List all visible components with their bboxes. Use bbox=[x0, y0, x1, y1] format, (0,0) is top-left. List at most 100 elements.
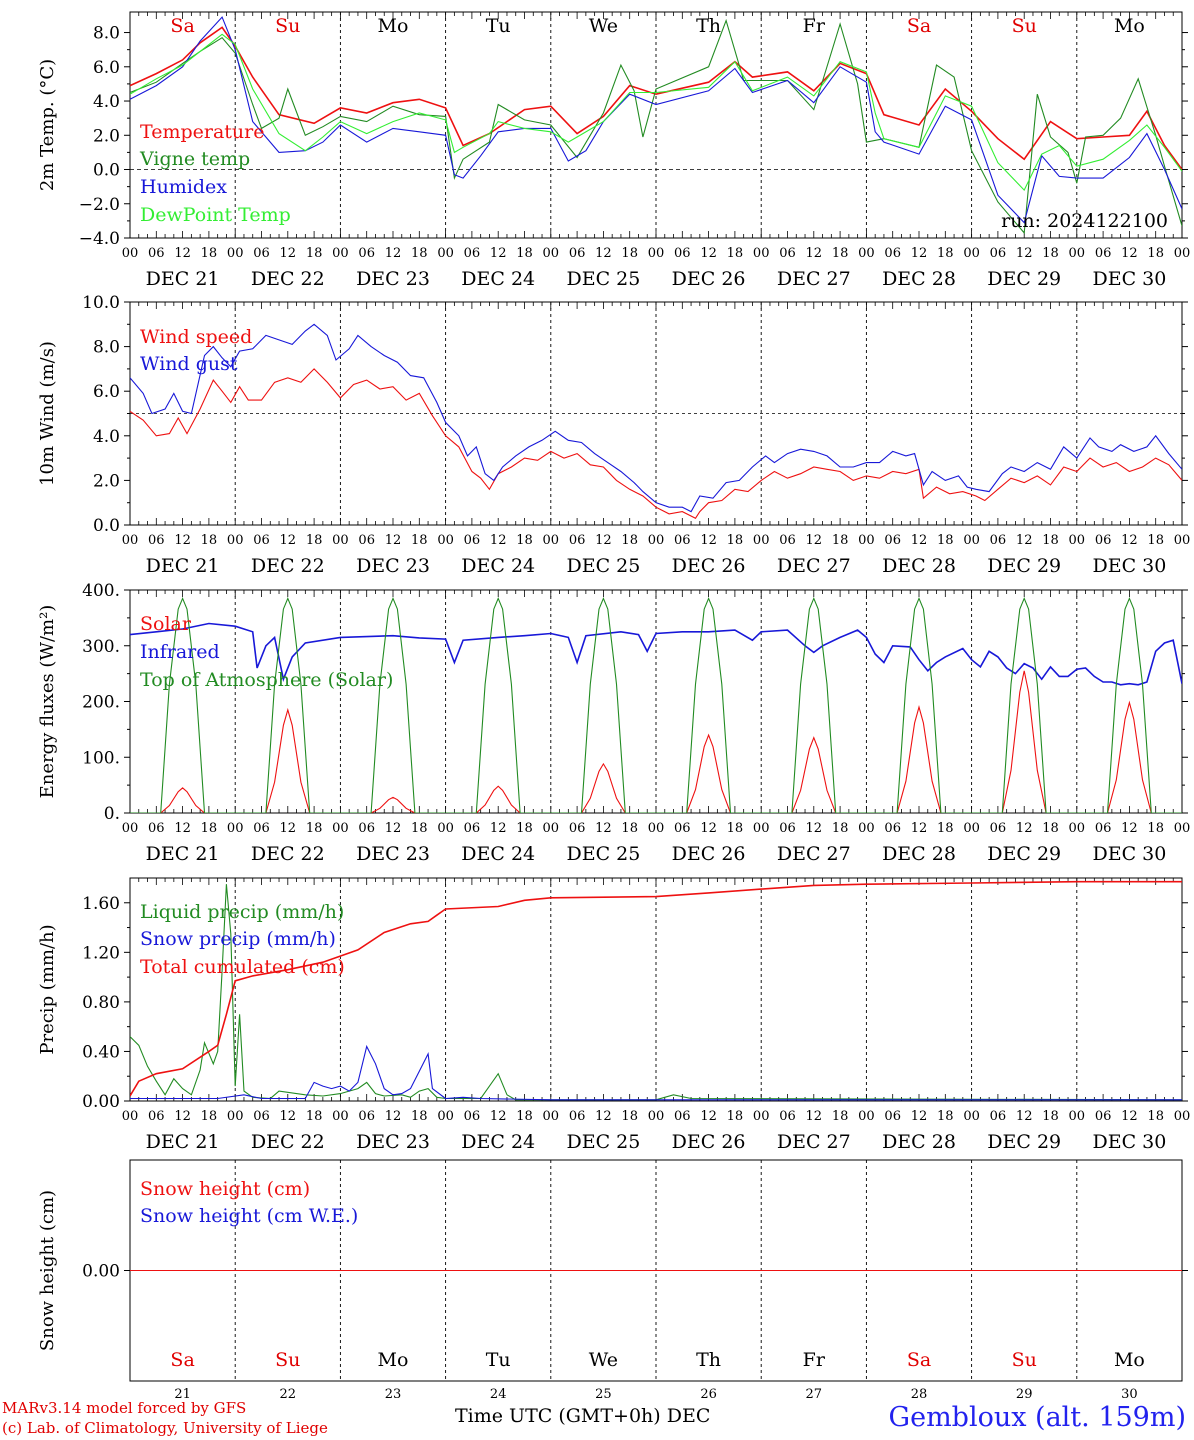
date-tick-label: DEC 27 bbox=[777, 268, 851, 290]
hour-tick-label: 12 bbox=[490, 533, 507, 548]
date-tick-label: DEC 25 bbox=[566, 555, 640, 577]
date-tick-label: DEC 24 bbox=[461, 268, 535, 290]
date-tick-label: DEC 29 bbox=[987, 1131, 1061, 1153]
legend-entry-0: Liquid precip (mm/h) bbox=[140, 901, 344, 923]
legend-entry-0: Solar bbox=[140, 613, 192, 635]
hour-tick-label: 00 bbox=[122, 821, 139, 836]
hour-tick-label: 06 bbox=[779, 246, 796, 261]
hour-tick-label: 18 bbox=[727, 821, 744, 836]
hour-tick-label: 00 bbox=[543, 246, 560, 261]
hour-tick-label: 06 bbox=[148, 821, 165, 836]
weekday-label: Th bbox=[696, 1349, 721, 1371]
hour-tick-label: 12 bbox=[1121, 821, 1138, 836]
hour-tick-label: 00 bbox=[1069, 246, 1086, 261]
y-tick-label: 0. bbox=[104, 804, 120, 824]
hour-tick-label: 12 bbox=[280, 533, 297, 548]
series-line-2 bbox=[130, 16, 1182, 224]
legend-entry-0: Temperature bbox=[140, 121, 264, 143]
panel-4: 0.00 0.40 0.80 1.20 1.60 Precip (mm/h) 00 06 12 1… bbox=[37, 877, 1191, 1153]
hour-tick-label: 18 bbox=[516, 533, 533, 548]
y-axis-label: 2m Temp. (°C) bbox=[37, 59, 58, 191]
hour-tick-label: 06 bbox=[569, 246, 586, 261]
hour-tick-label: 00 bbox=[1174, 1109, 1191, 1124]
y-tick-label: 2.0 bbox=[93, 126, 120, 146]
hour-tick-label: 12 bbox=[911, 533, 928, 548]
legend-entry-0: Snow height (cm) bbox=[140, 1178, 310, 1200]
hour-tick-label: 06 bbox=[253, 821, 270, 836]
date-tick-label: DEC 25 bbox=[566, 843, 640, 865]
hour-tick-label: 18 bbox=[1147, 533, 1164, 548]
hour-tick-label: 06 bbox=[358, 533, 375, 548]
weekday-label: Fr bbox=[803, 15, 826, 37]
hour-tick-label: 06 bbox=[569, 821, 586, 836]
legend-entry-1: Snow precip (mm/h) bbox=[140, 928, 336, 950]
hour-tick-label: 06 bbox=[674, 246, 691, 261]
hour-tick-label: 12 bbox=[490, 1109, 507, 1124]
series-line-1 bbox=[130, 18, 1182, 235]
series-line-0 bbox=[130, 884, 1182, 1101]
hour-tick-label: 00 bbox=[332, 1109, 349, 1124]
hour-tick-label: 18 bbox=[516, 1109, 533, 1124]
hour-tick-label: 00 bbox=[963, 1109, 980, 1124]
date-tick-label: DEC 24 bbox=[461, 843, 535, 865]
hour-tick-label: 06 bbox=[674, 1109, 691, 1124]
hour-tick-label: 00 bbox=[227, 1109, 244, 1124]
hour-tick-label: 06 bbox=[779, 821, 796, 836]
hour-tick-label: 06 bbox=[358, 821, 375, 836]
hour-tick-label: 00 bbox=[753, 821, 770, 836]
hour-tick-label: 06 bbox=[674, 533, 691, 548]
hour-tick-label: 00 bbox=[437, 821, 454, 836]
hour-tick-label: 12 bbox=[911, 1109, 928, 1124]
weekday-label: Sa bbox=[907, 15, 931, 37]
date-tick-label: DEC 28 bbox=[882, 555, 956, 577]
weekday-label: Mo bbox=[378, 1349, 409, 1371]
hour-tick-label: 18 bbox=[306, 533, 323, 548]
hour-tick-label: 00 bbox=[648, 246, 665, 261]
hour-tick-label: 12 bbox=[1121, 533, 1138, 548]
series-line-1 bbox=[130, 622, 1182, 686]
hour-tick-label: 06 bbox=[569, 1109, 586, 1124]
weekday-label: Su bbox=[275, 1349, 300, 1371]
hour-tick-label: 06 bbox=[358, 1109, 375, 1124]
legend-entry-2: Humidex bbox=[140, 176, 227, 198]
hour-tick-label: 06 bbox=[779, 1109, 796, 1124]
legend-entry-1: Snow height (cm W.E.) bbox=[140, 1205, 358, 1227]
hour-tick-label: 12 bbox=[490, 821, 507, 836]
hour-tick-label: 18 bbox=[832, 821, 849, 836]
date-tick-label: DEC 23 bbox=[356, 843, 430, 865]
panel-2: 0.0 2.0 4.0 6.0 8.0 10.0 10m Wind (m/s) 00 06 12 1… bbox=[37, 293, 1190, 577]
hour-tick-label: 12 bbox=[911, 821, 928, 836]
hour-tick-label: 18 bbox=[201, 821, 218, 836]
hour-tick-label: 18 bbox=[201, 533, 218, 548]
y-axis-label: 10m Wind (m/s) bbox=[37, 341, 58, 486]
hour-tick-label: 12 bbox=[385, 246, 402, 261]
hour-tick-label: 06 bbox=[569, 533, 586, 548]
date-tick-label: DEC 23 bbox=[356, 268, 430, 290]
hour-tick-label: 00 bbox=[122, 533, 139, 548]
y-tick-label: −4.0 bbox=[79, 229, 120, 249]
hour-tick-label: 12 bbox=[806, 533, 823, 548]
date-tick-label: DEC 21 bbox=[146, 843, 220, 865]
series-line-0 bbox=[130, 670, 1182, 813]
legend-entry-0: Wind speed bbox=[140, 326, 252, 348]
hour-tick-label: 18 bbox=[937, 533, 954, 548]
date-tick-label: DEC 22 bbox=[251, 555, 325, 577]
hour-tick-label: 06 bbox=[990, 533, 1007, 548]
hour-tick-label: 00 bbox=[1174, 246, 1191, 261]
hour-tick-label: 00 bbox=[963, 821, 980, 836]
hour-tick-label: 18 bbox=[411, 246, 428, 261]
y-tick-label: 0.0 bbox=[93, 161, 120, 181]
legend-entry-2: Total cumulated (cm) bbox=[140, 956, 345, 978]
series-line-0 bbox=[130, 368, 1182, 520]
legend-entry-2: Top of Atmosphere (Solar) bbox=[140, 669, 393, 691]
hour-tick-label: 12 bbox=[385, 821, 402, 836]
hour-tick-label: 00 bbox=[753, 1109, 770, 1124]
date-tick-label: DEC 22 bbox=[251, 1131, 325, 1153]
series-line-2 bbox=[130, 880, 1182, 1097]
hour-tick-label: 18 bbox=[832, 246, 849, 261]
hour-tick-label: 18 bbox=[411, 1109, 428, 1124]
legend-entry-1: Wind gust bbox=[140, 353, 238, 375]
hour-tick-label: 06 bbox=[990, 246, 1007, 261]
series-line-2 bbox=[130, 596, 1182, 813]
